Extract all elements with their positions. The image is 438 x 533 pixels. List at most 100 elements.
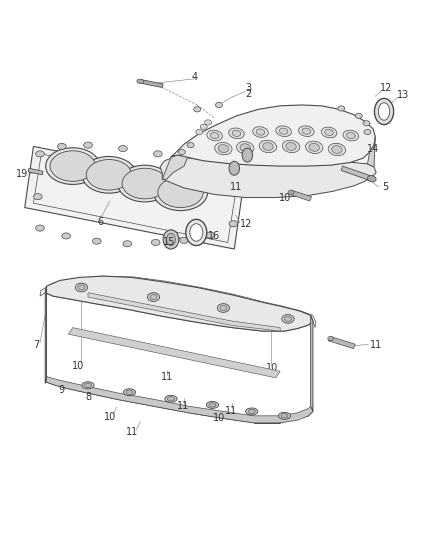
Ellipse shape (205, 120, 212, 125)
Ellipse shape (286, 142, 296, 150)
Text: 13: 13 (397, 90, 410, 100)
Ellipse shape (75, 283, 88, 292)
Ellipse shape (246, 408, 258, 415)
Polygon shape (141, 79, 163, 87)
Ellipse shape (151, 239, 160, 246)
Ellipse shape (92, 238, 101, 244)
Ellipse shape (302, 128, 311, 134)
Ellipse shape (363, 120, 370, 126)
Ellipse shape (367, 175, 376, 182)
Text: 11: 11 (370, 340, 382, 350)
Ellipse shape (299, 126, 314, 136)
Ellipse shape (158, 177, 203, 207)
Text: 3: 3 (246, 83, 252, 93)
Ellipse shape (86, 159, 132, 190)
Ellipse shape (229, 161, 240, 175)
Text: 10: 10 (104, 412, 116, 422)
Text: 11: 11 (160, 373, 173, 382)
Text: 11: 11 (230, 182, 243, 192)
Text: 11: 11 (177, 401, 189, 411)
Text: 12: 12 (240, 219, 252, 229)
Ellipse shape (84, 142, 92, 148)
Ellipse shape (82, 382, 94, 389)
Text: 14: 14 (367, 143, 379, 154)
Ellipse shape (279, 413, 290, 419)
Ellipse shape (276, 126, 291, 136)
Ellipse shape (232, 130, 241, 136)
Ellipse shape (374, 99, 394, 125)
Ellipse shape (46, 148, 100, 184)
Ellipse shape (78, 285, 85, 290)
Ellipse shape (188, 159, 197, 165)
Ellipse shape (57, 143, 66, 149)
Ellipse shape (229, 128, 244, 139)
Polygon shape (88, 293, 280, 331)
Text: 9: 9 (58, 385, 64, 394)
Ellipse shape (253, 127, 268, 138)
Polygon shape (25, 147, 243, 249)
Ellipse shape (50, 151, 95, 181)
Ellipse shape (137, 79, 144, 84)
Polygon shape (367, 137, 375, 167)
Ellipse shape (232, 185, 241, 192)
Ellipse shape (285, 316, 291, 321)
Text: 10: 10 (266, 363, 279, 373)
Ellipse shape (328, 143, 346, 156)
Ellipse shape (35, 151, 44, 157)
Ellipse shape (328, 336, 334, 341)
Ellipse shape (122, 168, 167, 199)
Ellipse shape (207, 130, 223, 141)
Ellipse shape (332, 146, 342, 154)
Polygon shape (45, 286, 46, 384)
Ellipse shape (256, 129, 265, 135)
Ellipse shape (124, 389, 136, 395)
Ellipse shape (62, 233, 71, 239)
Ellipse shape (150, 294, 157, 300)
Text: 4: 4 (192, 71, 198, 82)
Ellipse shape (200, 124, 207, 130)
Ellipse shape (187, 142, 194, 148)
Polygon shape (40, 276, 316, 331)
Ellipse shape (242, 148, 253, 162)
Polygon shape (341, 166, 373, 181)
Text: 16: 16 (208, 231, 220, 241)
Text: 15: 15 (162, 237, 175, 247)
Ellipse shape (186, 220, 207, 246)
Ellipse shape (153, 151, 162, 157)
Ellipse shape (338, 106, 345, 111)
Polygon shape (290, 190, 311, 201)
Text: 10: 10 (279, 192, 292, 203)
Ellipse shape (85, 383, 92, 387)
Ellipse shape (229, 221, 238, 227)
Ellipse shape (288, 190, 294, 195)
Ellipse shape (279, 128, 288, 134)
Polygon shape (45, 276, 313, 331)
Ellipse shape (263, 142, 273, 150)
Text: 5: 5 (382, 182, 388, 192)
Text: 6: 6 (97, 217, 103, 227)
Ellipse shape (82, 157, 136, 193)
Ellipse shape (119, 146, 127, 152)
Ellipse shape (167, 397, 174, 401)
Text: 11: 11 (225, 407, 237, 416)
Ellipse shape (118, 165, 172, 202)
Polygon shape (46, 376, 313, 423)
Text: 10: 10 (72, 361, 85, 371)
Ellipse shape (217, 304, 230, 312)
Ellipse shape (259, 140, 276, 152)
Text: 10: 10 (213, 414, 225, 423)
Polygon shape (311, 316, 313, 411)
Polygon shape (328, 336, 355, 349)
Ellipse shape (206, 232, 215, 238)
Ellipse shape (237, 142, 254, 154)
Ellipse shape (346, 132, 355, 139)
Ellipse shape (194, 107, 201, 112)
Ellipse shape (190, 224, 203, 241)
Ellipse shape (321, 127, 337, 138)
Ellipse shape (126, 390, 133, 394)
Text: 2: 2 (246, 89, 252, 99)
Ellipse shape (165, 395, 177, 402)
Ellipse shape (148, 293, 159, 302)
Ellipse shape (196, 130, 203, 135)
Text: 11: 11 (126, 427, 138, 438)
